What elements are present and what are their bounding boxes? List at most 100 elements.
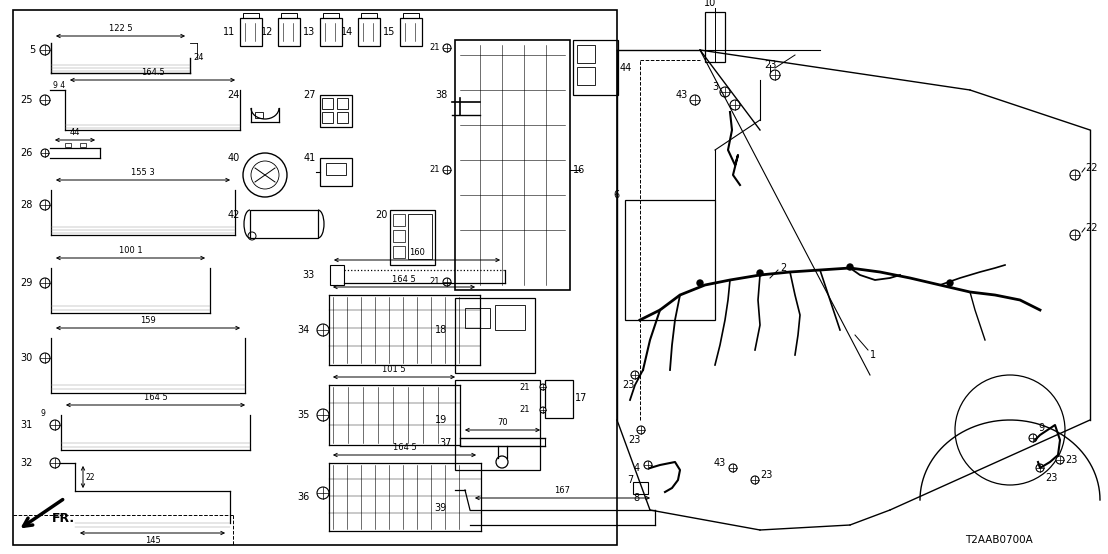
Circle shape	[770, 70, 780, 80]
Text: 22: 22	[1085, 223, 1098, 233]
Bar	[408, 214, 432, 259]
Bar	[337, 112, 348, 123]
Text: 21: 21	[430, 278, 440, 286]
Text: 8: 8	[634, 493, 640, 503]
Circle shape	[697, 280, 702, 286]
Text: 4: 4	[634, 463, 640, 473]
Circle shape	[40, 200, 50, 210]
Text: 15: 15	[382, 27, 394, 37]
Bar	[320, 18, 342, 46]
Text: 39: 39	[434, 503, 447, 513]
Text: 23: 23	[760, 470, 772, 480]
Text: 32: 32	[21, 458, 33, 468]
Text: 11: 11	[223, 27, 235, 37]
Bar	[393, 230, 406, 242]
Text: 5: 5	[29, 45, 35, 55]
Circle shape	[630, 371, 639, 379]
Bar	[455, 380, 540, 470]
Bar	[403, 13, 419, 18]
Circle shape	[540, 384, 546, 390]
Bar	[705, 12, 725, 62]
Bar	[455, 40, 570, 290]
Bar	[577, 67, 595, 85]
Bar	[320, 95, 352, 127]
Circle shape	[729, 464, 737, 472]
Text: 19: 19	[434, 415, 447, 425]
Text: 23: 23	[1065, 455, 1077, 465]
Text: 101 5: 101 5	[382, 365, 406, 374]
Text: 23: 23	[763, 60, 777, 70]
Bar	[358, 18, 380, 46]
Text: 30: 30	[21, 353, 33, 363]
Circle shape	[1056, 456, 1064, 464]
Text: 164.5: 164.5	[141, 68, 164, 77]
Circle shape	[690, 95, 700, 105]
Bar	[278, 18, 300, 46]
Text: 9 4: 9 4	[53, 80, 65, 90]
Text: T2AAB0700A: T2AAB0700A	[965, 535, 1033, 545]
Circle shape	[1070, 170, 1080, 180]
Bar	[322, 98, 334, 109]
Bar	[255, 112, 263, 118]
Text: 70: 70	[497, 418, 507, 427]
Text: 37: 37	[440, 438, 452, 448]
Bar	[625, 200, 715, 320]
Circle shape	[41, 149, 49, 157]
Text: 12: 12	[260, 27, 273, 37]
Bar	[65, 143, 71, 147]
Circle shape	[40, 353, 50, 363]
Circle shape	[317, 487, 329, 499]
Circle shape	[644, 461, 652, 469]
Text: 41: 41	[304, 153, 316, 163]
Bar	[337, 98, 348, 109]
Text: 21: 21	[430, 44, 440, 53]
Text: 23: 23	[622, 380, 634, 390]
Text: 43: 43	[714, 458, 726, 468]
Text: 38: 38	[435, 90, 448, 100]
Text: 24: 24	[227, 90, 240, 100]
Circle shape	[751, 476, 759, 484]
Text: 36: 36	[298, 492, 310, 502]
Text: 44: 44	[620, 63, 633, 73]
Text: 7: 7	[627, 475, 633, 485]
Circle shape	[40, 278, 50, 288]
Circle shape	[40, 95, 50, 105]
Text: 159: 159	[140, 316, 156, 325]
Text: 145: 145	[145, 536, 161, 545]
Bar	[250, 210, 318, 238]
Circle shape	[757, 270, 763, 276]
Text: 25: 25	[21, 95, 33, 105]
Bar	[390, 210, 435, 265]
Text: 100 1: 100 1	[119, 246, 142, 255]
Circle shape	[730, 100, 740, 110]
Text: 44: 44	[70, 128, 80, 137]
Bar	[13, 10, 617, 545]
Circle shape	[317, 409, 329, 421]
Text: 164 5: 164 5	[144, 393, 167, 402]
Bar	[330, 265, 343, 285]
Text: 42: 42	[227, 210, 240, 220]
Circle shape	[540, 407, 546, 413]
Bar	[326, 163, 346, 175]
Bar	[633, 482, 648, 494]
Bar	[393, 214, 406, 226]
Text: 2: 2	[780, 263, 787, 273]
Text: 31: 31	[21, 420, 33, 430]
Circle shape	[847, 264, 853, 270]
Circle shape	[720, 87, 730, 97]
Text: 164 5: 164 5	[392, 443, 417, 452]
Bar	[455, 298, 535, 373]
Bar	[243, 13, 259, 18]
Text: 33: 33	[302, 270, 315, 280]
Bar	[322, 112, 334, 123]
Text: 14: 14	[341, 27, 353, 37]
Text: 9: 9	[1038, 423, 1044, 433]
Text: 22: 22	[1085, 163, 1098, 173]
Text: 18: 18	[434, 325, 447, 335]
Text: 6: 6	[614, 190, 620, 200]
Text: 28: 28	[21, 200, 33, 210]
Text: 22: 22	[86, 473, 95, 481]
Bar	[465, 308, 490, 328]
Text: 34: 34	[298, 325, 310, 335]
Text: 167: 167	[554, 486, 571, 495]
